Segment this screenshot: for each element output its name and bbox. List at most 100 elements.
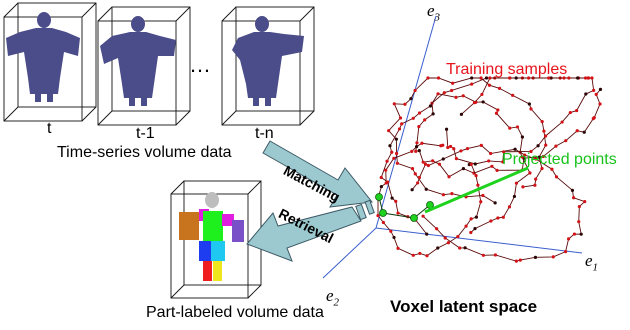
training-sample-point (381, 220, 386, 225)
training-sample-point (527, 102, 531, 106)
time-series-caption: Time-series volume data (57, 144, 232, 161)
training-sample-point (387, 129, 391, 133)
silhouette-body (6, 28, 80, 94)
training-sample-point (397, 127, 402, 131)
training-sample-point (474, 174, 478, 178)
training-sample-point (501, 215, 505, 219)
training-sample-point (454, 156, 458, 161)
training-sample-point (536, 144, 540, 148)
body-part-left-leg (203, 261, 212, 281)
training-sample-point (577, 204, 581, 209)
training-sample-point (417, 148, 421, 153)
training-sample-point (463, 246, 467, 250)
training-sample-point (469, 230, 473, 235)
training-sample-point (583, 76, 588, 80)
training-sample-point (423, 118, 427, 122)
training-sample-point (456, 234, 460, 239)
training-sample-point (442, 91, 446, 95)
training-sample-point (570, 188, 575, 192)
training-sample-point (396, 211, 400, 215)
training-sample-point (489, 219, 493, 223)
training-sample-point (394, 137, 398, 141)
training-sample-point (566, 237, 571, 241)
training-sample-point (534, 177, 538, 181)
retrieval-arrow-tail-2 (364, 199, 375, 215)
silhouette-body (232, 32, 304, 98)
training-sample-point (576, 76, 580, 80)
training-sample-point (443, 236, 447, 240)
training-sample-point (416, 181, 420, 185)
training-sample-point (479, 76, 483, 80)
training-sample-point (423, 162, 428, 166)
training-sample-point (479, 200, 483, 204)
training-sample-point (571, 196, 576, 200)
silhouette-leg (141, 98, 147, 106)
training-sample-point (542, 129, 546, 133)
silhouette-leg (35, 94, 41, 102)
training-sample-point (544, 143, 548, 147)
body-part-right-arm (232, 220, 244, 242)
axis-e2-label: e2 (326, 286, 340, 309)
training-sample-point (448, 144, 453, 149)
training-sample-point (409, 97, 413, 101)
training-sample-point (550, 167, 554, 171)
training-sample-point (376, 213, 380, 218)
latent-axes (322, 15, 583, 279)
volume-boxes (3, 2, 315, 299)
training-sample-point (390, 150, 394, 154)
training-sample-point (390, 196, 394, 200)
training-sample-point (441, 157, 445, 161)
training-sample-point (452, 147, 456, 151)
training-sample-point (484, 76, 489, 80)
training-sample-point (441, 143, 445, 147)
frame-label-t: t (47, 120, 52, 137)
body-part-right-shoulder (222, 214, 234, 226)
training-sample-point (379, 185, 383, 189)
training-sample-point (489, 151, 493, 156)
training-sample-point (461, 94, 465, 98)
training-sample-point (379, 175, 383, 180)
training-sample-point (497, 86, 502, 90)
silhouette-leg (253, 98, 259, 106)
body-part-torso (203, 211, 223, 241)
training-sample-point (514, 181, 519, 185)
training-sample-point (564, 139, 568, 143)
training-sample-point (511, 93, 515, 97)
training-sample-point (417, 175, 422, 180)
training-sample-point (579, 232, 583, 236)
training-sample-point (562, 76, 566, 80)
projected-point (410, 214, 418, 222)
training-sample-point (543, 134, 548, 138)
training-sample-point (567, 76, 571, 80)
training-sample-point (529, 107, 533, 111)
training-sample-point (547, 76, 551, 80)
frame-label-t-n: t-n (255, 125, 274, 142)
training-sample-point (470, 76, 474, 80)
training-samples-label: Training samples (446, 61, 568, 78)
training-sample-point (400, 122, 404, 126)
training-sample-point (479, 143, 483, 147)
training-sample-point (392, 235, 396, 240)
projected-points-label: Projected points (502, 151, 617, 168)
projected-point (379, 209, 387, 217)
projected-point (375, 193, 383, 201)
training-sample-point (384, 168, 388, 172)
training-sample-point (551, 255, 555, 259)
training-sample-point (420, 141, 424, 145)
training-sample-point (421, 214, 425, 218)
training-sample-point (425, 232, 429, 236)
silhouette-head (37, 12, 51, 28)
projected-points-pointer (424, 166, 529, 214)
training-sample-point (494, 111, 499, 115)
training-sample-point (388, 144, 392, 148)
training-sample-point (554, 144, 558, 148)
projected-points (375, 166, 529, 222)
matching-arrow (262, 140, 373, 208)
training-sample-point (394, 151, 399, 156)
axis-e3-label: e3 (427, 1, 441, 24)
training-sample-point (428, 104, 433, 108)
training-sample-point (411, 253, 415, 257)
training-sample-point (474, 215, 479, 219)
training-sample-point (403, 102, 407, 106)
